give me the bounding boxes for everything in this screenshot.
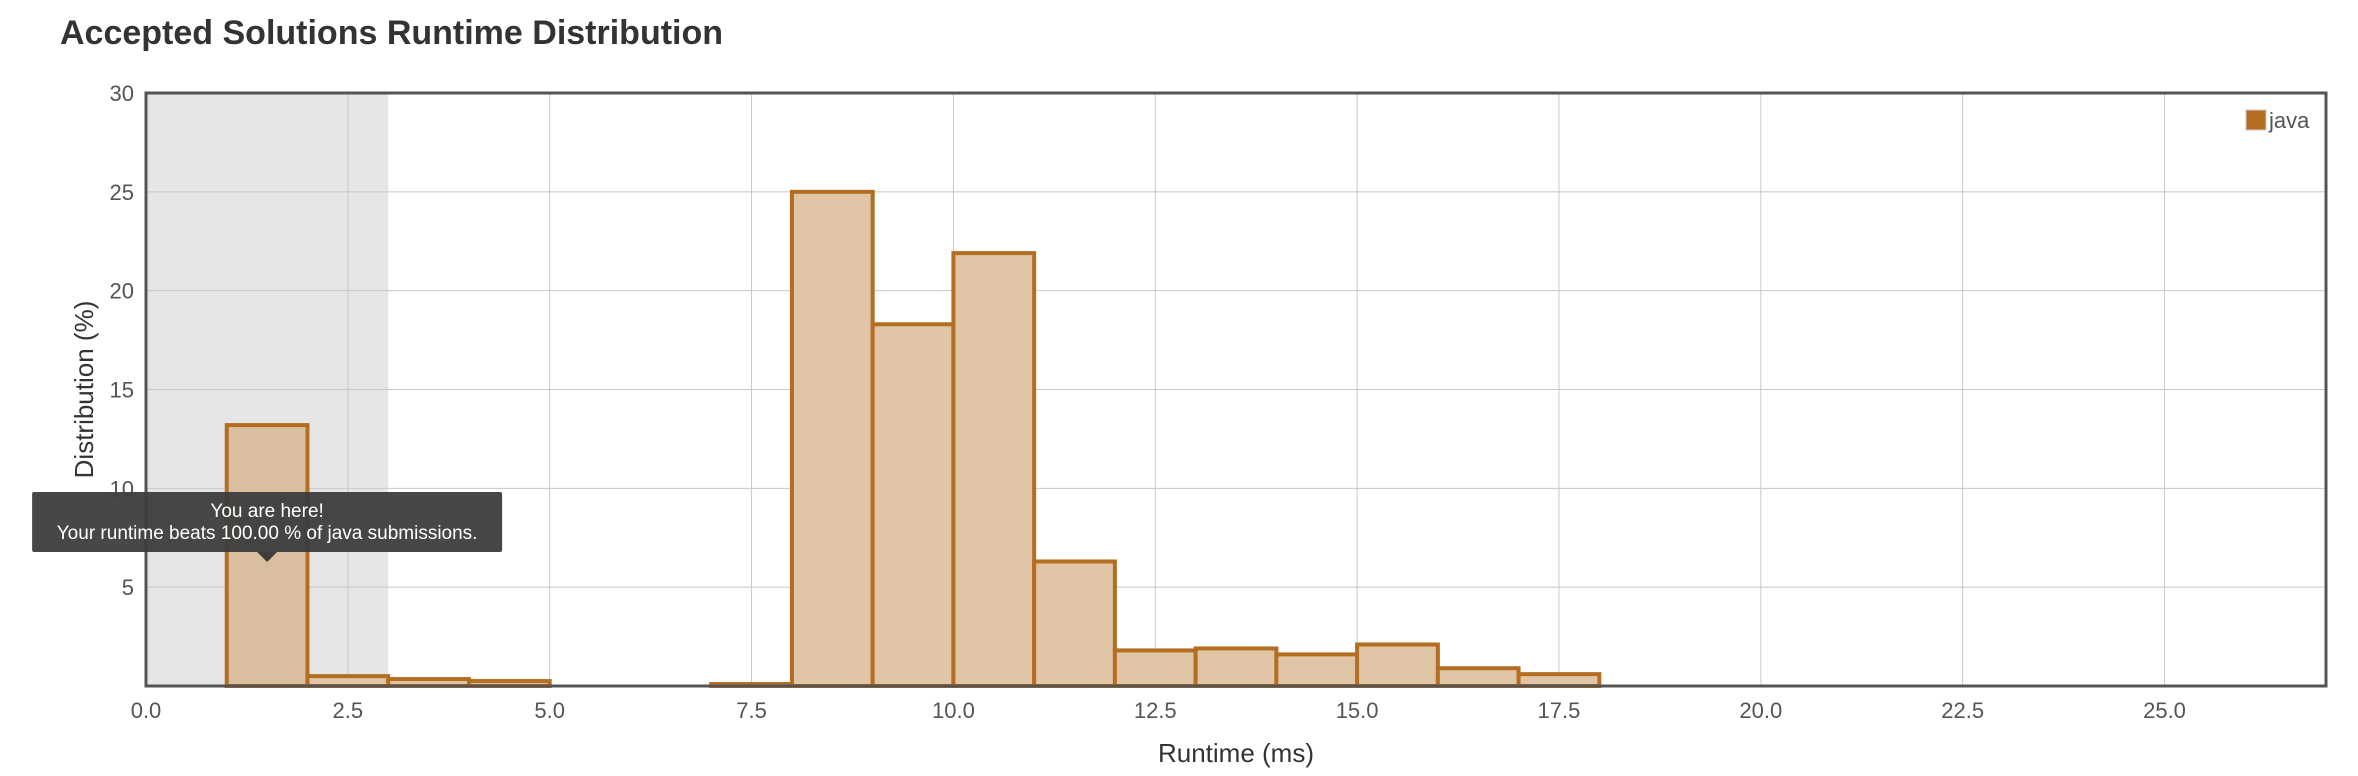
histogram-bar[interactable] <box>870 322 956 688</box>
x-tick-label: 12.5 <box>1134 698 1177 723</box>
x-tick-label: 7.5 <box>736 698 767 723</box>
x-tick-label: 20.0 <box>1739 698 1782 723</box>
histogram-bar[interactable] <box>951 251 1037 689</box>
y-tick-label: 5 <box>122 575 134 600</box>
x-tick-label: 2.5 <box>333 698 364 723</box>
legend-label: java <box>2268 108 2310 133</box>
x-tick-label: 22.5 <box>1941 698 1984 723</box>
tooltip-line1: You are here! <box>210 501 323 522</box>
histogram-bar[interactable] <box>1274 652 1360 689</box>
x-tick-label: 0.0 <box>131 698 162 723</box>
x-axis-title: Runtime (ms) <box>1158 738 1314 768</box>
y-tick-label: 30 <box>110 81 134 106</box>
histogram-bar[interactable] <box>1355 642 1440 688</box>
x-tick-label: 10.0 <box>932 698 975 723</box>
chart-title: Accepted Solutions Runtime Distribution <box>60 14 724 52</box>
x-tick-label: 5.0 <box>534 698 565 723</box>
x-tick-label: 25.0 <box>2143 698 2186 723</box>
histogram-bar[interactable] <box>789 189 875 688</box>
plot-frame <box>144 91 2328 688</box>
histogram-bar[interactable] <box>1193 646 1279 689</box>
tooltip-box <box>32 492 503 552</box>
legend-swatch <box>2245 109 2267 131</box>
tooltip-line2: Your runtime beats 100.00 % of java subm… <box>57 523 478 544</box>
histogram-bar[interactable] <box>1435 666 1521 689</box>
y-axis-title: Distribution (%) <box>69 301 99 479</box>
histogram-bar[interactable] <box>1032 559 1117 688</box>
histogram-bar[interactable] <box>1112 648 1198 688</box>
y-tick-label: 15 <box>110 378 134 403</box>
y-tick-label: 25 <box>110 180 134 205</box>
x-tick-label: 15.0 <box>1336 698 1379 723</box>
y-tick-label: 20 <box>110 279 134 304</box>
x-tick-label: 17.5 <box>1538 698 1581 723</box>
histogram-bar[interactable] <box>1516 672 1602 689</box>
tooltip-arrow <box>257 552 278 562</box>
